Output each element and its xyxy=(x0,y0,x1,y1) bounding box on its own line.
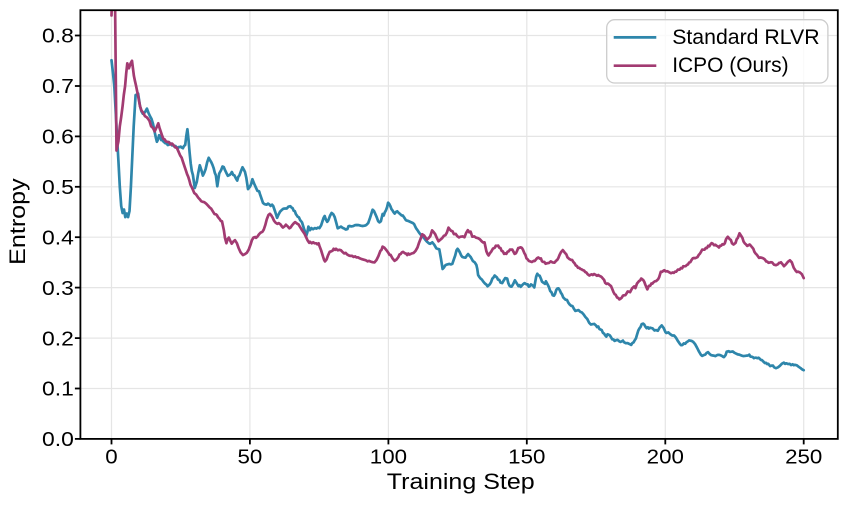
svg-text:0.5: 0.5 xyxy=(42,177,74,199)
svg-text:ICPO (Ours): ICPO (Ours) xyxy=(672,53,788,77)
svg-text:150: 150 xyxy=(508,447,545,469)
svg-text:50: 50 xyxy=(238,447,263,469)
svg-text:0.7: 0.7 xyxy=(42,76,74,98)
svg-text:250: 250 xyxy=(785,447,822,469)
svg-text:0.0: 0.0 xyxy=(42,429,74,451)
svg-text:Training Step: Training Step xyxy=(387,469,535,494)
svg-text:Standard RLVR: Standard RLVR xyxy=(672,25,819,49)
svg-text:0.1: 0.1 xyxy=(42,379,74,401)
svg-text:0: 0 xyxy=(105,447,117,469)
svg-text:0.8: 0.8 xyxy=(42,26,74,48)
svg-text:0.6: 0.6 xyxy=(42,127,74,149)
svg-text:0.4: 0.4 xyxy=(42,227,74,249)
svg-text:0.2: 0.2 xyxy=(42,328,74,350)
svg-text:100: 100 xyxy=(370,447,407,469)
svg-text:200: 200 xyxy=(647,447,684,469)
svg-text:Entropy: Entropy xyxy=(5,178,30,265)
svg-text:0.3: 0.3 xyxy=(42,278,74,300)
